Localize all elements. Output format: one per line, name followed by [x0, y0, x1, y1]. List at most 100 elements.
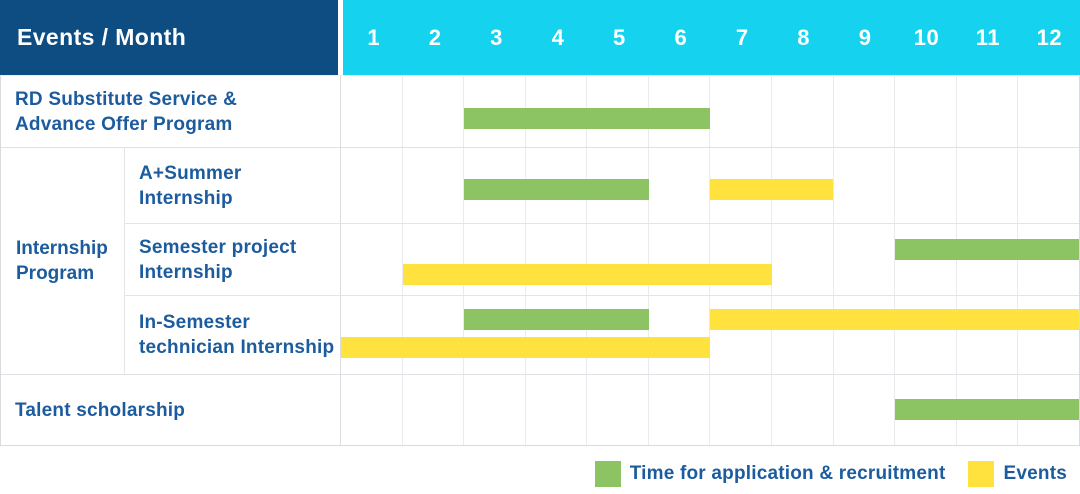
row-label-line: Talent scholarship	[15, 399, 186, 421]
row-label-line: In-Semester	[139, 312, 250, 333]
row-label-talent-scholarship: Talent scholarship	[1, 375, 341, 445]
group-label-line: Internship	[16, 238, 108, 259]
month-gridline-cell	[341, 148, 402, 223]
month-gridline-cell	[709, 296, 771, 374]
page-title: Events / Month	[17, 24, 187, 50]
legend-item-recruitment: Time for application & recruitment	[594, 461, 946, 487]
row-label-line: technician Internship	[139, 337, 335, 358]
month-gridline-cell	[1017, 296, 1079, 374]
internship-program-group: Internship Program A+Summer Internship S…	[1, 148, 1079, 375]
month-gridline-cell	[1017, 148, 1079, 223]
month-gridline-cell	[401, 296, 464, 374]
month-gridline-cell	[1017, 76, 1079, 147]
month-gridline-cell	[586, 224, 648, 295]
month-gridline-cell	[647, 296, 710, 374]
gantt-bar-recruitment	[894, 399, 1079, 420]
chart-row-talent-scholarship	[341, 375, 1079, 445]
month-label: 11	[975, 24, 1001, 50]
chart-row-semester-project	[341, 224, 1079, 295]
month-gridline-cell	[586, 296, 648, 374]
row-label-rd-substitute: RD Substitute Service & Advance Offer Pr…	[1, 76, 341, 147]
month-gridline-cell	[771, 224, 833, 295]
month-gridline-cell	[832, 296, 895, 374]
gantt-table-body: RD Substitute Service & Advance Offer Pr…	[0, 75, 1080, 446]
row-in-semester: In-Semester technician Internship	[125, 296, 1079, 374]
legend-swatch-yellow-icon	[968, 461, 995, 487]
month-label: 12	[1036, 24, 1063, 50]
month-gridline-cell	[401, 224, 464, 295]
legend-label: Events	[1003, 463, 1067, 484]
month-label: 8	[797, 24, 811, 50]
gantt-bar-recruitment	[464, 309, 649, 330]
month-gridline-cell	[832, 148, 895, 223]
month-label: 2	[428, 24, 442, 50]
month-label: 10	[913, 24, 940, 50]
legend-item-events: Events	[968, 461, 1067, 487]
month-gridline-cell	[709, 375, 771, 445]
month-gridline-cell	[647, 224, 710, 295]
month-gridline-cell	[771, 76, 833, 147]
group-label-internship-program: Internship Program	[1, 148, 125, 374]
month-label: 4	[551, 24, 565, 50]
row-rd-substitute: RD Substitute Service & Advance Offer Pr…	[1, 76, 1079, 148]
header-row: Events / Month 1 2 3 4 5 6 7 8 9 10 11 12	[0, 0, 1080, 75]
group-label-line: Program	[16, 263, 95, 284]
month-gridline-cell	[463, 375, 525, 445]
month-label: 7	[735, 24, 749, 50]
month-header-row: 1 2 3 4 5 6 7 8 9 10 11 12	[343, 0, 1080, 75]
month-gridline-cell	[524, 296, 587, 374]
row-label-line: Semester project	[139, 236, 297, 258]
month-label: 5	[613, 24, 626, 50]
gantt-bar-recruitment	[464, 179, 649, 200]
legend-swatch-green-icon	[594, 461, 621, 487]
month-gridline-cell	[709, 76, 771, 147]
month-gridline-cell	[832, 224, 895, 295]
month-gridline-cell	[955, 148, 1018, 223]
month-label: 3	[490, 24, 503, 50]
gantt-bar-recruitment	[464, 108, 710, 129]
gantt-bar-events	[710, 179, 833, 200]
month-gridline-cell	[524, 224, 587, 295]
month-gridline-cell	[894, 148, 956, 223]
row-label-in-semester: In-Semester technician Internship	[125, 296, 341, 374]
header-divider	[338, 0, 343, 75]
row-label-line: Internship	[139, 261, 233, 283]
month-gridline-cell	[463, 148, 525, 223]
month-gridline-cell	[647, 375, 710, 445]
row-label-line: RD Substitute Service &	[15, 88, 238, 110]
row-label-semester-project: Semester project Internship	[125, 224, 341, 295]
gantt-bar-events	[402, 264, 772, 285]
header-title-cell: Events / Month	[0, 0, 338, 75]
chart-row-a-summer	[341, 148, 1079, 223]
chart-row-rd-substitute	[341, 76, 1079, 147]
legend-label: Time for application & recruitment	[629, 463, 946, 484]
month-gridline-cell	[832, 76, 895, 147]
month-gridline-cell	[894, 296, 956, 374]
month-label: 1	[367, 24, 381, 50]
row-label-line: A+Summer	[139, 162, 242, 184]
internship-program-subrows: A+Summer Internship Semester project Int…	[125, 148, 1079, 374]
row-semester-project: Semester project Internship	[125, 224, 1079, 296]
month-gridline-cell	[955, 296, 1018, 374]
month-gridline-cell	[955, 76, 1018, 147]
month-gridline-cell	[401, 148, 464, 223]
month-gridline-cell	[463, 76, 525, 147]
month-gridline-cell	[832, 375, 895, 445]
row-label-line: Advance Offer Program	[15, 113, 233, 135]
month-label: 6	[674, 24, 688, 50]
month-gridline-cell	[341, 296, 402, 374]
month-gridline-cell	[586, 375, 648, 445]
gantt-bar-recruitment	[894, 239, 1079, 260]
month-gridline-cell	[771, 375, 833, 445]
month-gridline-cell	[341, 76, 402, 147]
month-gridline-cell	[647, 148, 710, 223]
row-a-summer: A+Summer Internship	[125, 148, 1079, 224]
month-gridline-cell	[463, 296, 525, 374]
legend: Time for application & recruitment Event…	[594, 461, 1067, 487]
gantt-bar-events	[710, 309, 1079, 330]
month-gridline-cell	[524, 375, 587, 445]
month-gridline-cell	[771, 296, 833, 374]
month-gridline-cell	[401, 76, 464, 147]
month-gridline-cell	[463, 224, 525, 295]
month-gridline-cell	[341, 375, 402, 445]
